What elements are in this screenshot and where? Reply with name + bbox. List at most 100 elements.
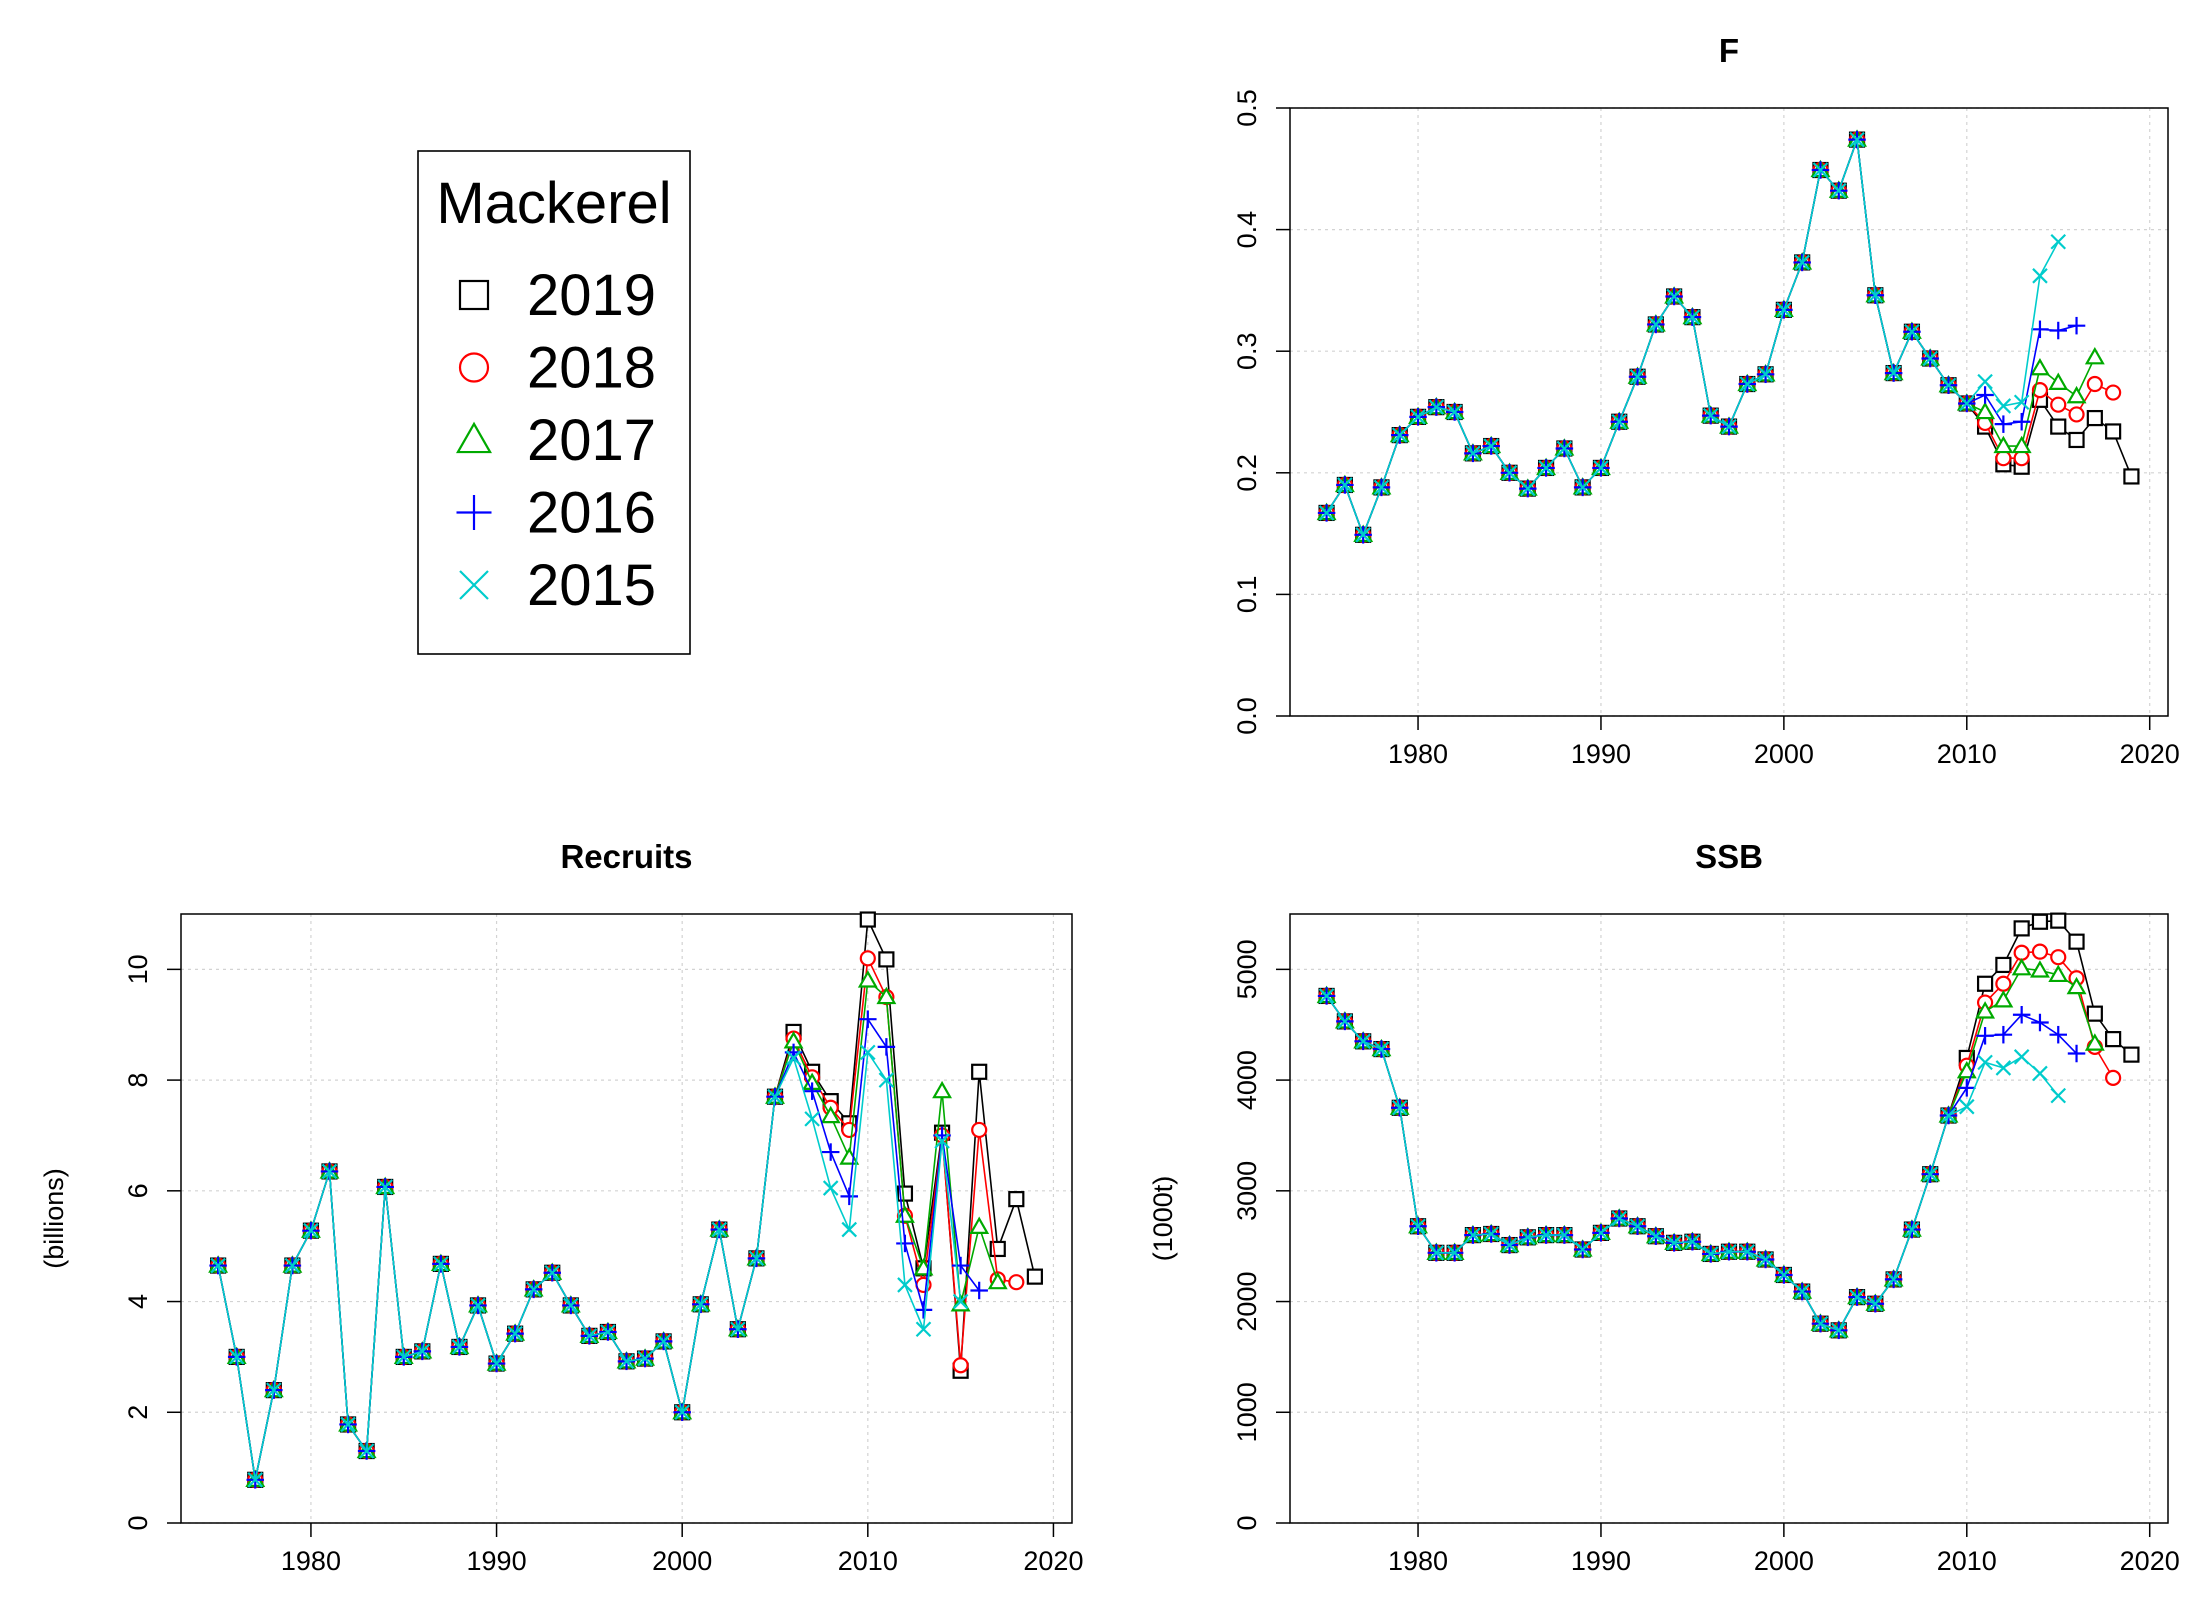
x-tick-label: 2020 <box>1023 1546 1083 1576</box>
data-point <box>433 1256 449 1272</box>
data-point <box>525 1281 542 1298</box>
data-point <box>2050 418 2067 435</box>
y-tick-label: 0.0 <box>1232 697 1262 735</box>
legend-symbol-2019 <box>458 279 490 311</box>
x-tick-label: 1980 <box>281 1546 341 1576</box>
series-2015 <box>1318 131 2067 543</box>
y-tick-label: 3000 <box>1232 1161 1262 1221</box>
data-point <box>1830 182 1847 199</box>
data-point <box>1520 480 1536 497</box>
data-point <box>1520 1229 1536 1246</box>
data-point <box>2030 357 2050 376</box>
data-point <box>1995 398 2012 414</box>
data-point <box>1994 415 2013 433</box>
series-2015 <box>210 1044 969 1488</box>
data-point <box>1849 131 1865 148</box>
data-point <box>637 1350 653 1367</box>
legend-label-2015: 2015 <box>527 553 656 618</box>
data-point <box>1956 1060 1977 1079</box>
x-axis: 1980 1990 2000 2010 2020 <box>1388 716 2180 769</box>
y-axis: 0.0 0.1 0.2 0.3 0.4 0.5 <box>1232 89 1290 735</box>
data-point <box>1702 1246 1719 1262</box>
data-point <box>767 1088 783 1105</box>
data-point <box>2048 964 2069 983</box>
y-tick-label: 1000 <box>1232 1382 1262 1442</box>
data-point <box>2031 320 2049 339</box>
data-point <box>878 1072 895 1088</box>
data-point <box>1995 975 2012 992</box>
data-point <box>820 1105 841 1124</box>
data-point <box>228 1349 245 1365</box>
series-group <box>1316 129 2140 544</box>
x-tick-label: 1990 <box>467 1546 527 1576</box>
data-point <box>395 1349 412 1365</box>
data-point <box>581 1328 598 1344</box>
y-axis: 0 2 4 6 8 10 <box>123 954 181 1531</box>
data-point <box>1995 956 2012 974</box>
series-line-2017 <box>217 978 999 1480</box>
data-point <box>841 1121 858 1139</box>
data-point <box>2050 396 2067 413</box>
data-point <box>969 1216 990 1234</box>
data-point <box>987 1271 1008 1290</box>
data-point <box>804 1111 820 1127</box>
data-point <box>1976 1027 1994 1045</box>
series-2016 <box>1317 130 2086 544</box>
data-point <box>2030 960 2050 978</box>
data-point <box>1666 288 1682 305</box>
series-group <box>208 911 1043 1489</box>
data-point <box>1648 316 1664 333</box>
y-tick-label: 0.2 <box>1232 454 1262 492</box>
data-point <box>266 1382 282 1398</box>
data-point <box>822 1180 839 1196</box>
y-tick-label: 0.4 <box>1232 211 1262 249</box>
data-point <box>896 1234 914 1253</box>
data-point <box>563 1297 579 1314</box>
y-tick-label: 5000 <box>1232 939 1262 999</box>
data-point <box>1501 465 1518 481</box>
series-2017 <box>1316 129 2105 542</box>
x-tick-label: 2010 <box>1937 739 1997 769</box>
data-point <box>1574 479 1591 496</box>
data-point <box>1629 368 1646 385</box>
y-tick-label: 0 <box>123 1515 153 1530</box>
data-point <box>859 950 876 967</box>
data-point <box>1959 1098 1975 1115</box>
data-point <box>1995 1060 2012 1076</box>
data-point <box>877 1038 896 1056</box>
data-point <box>1757 366 1774 383</box>
data-point <box>803 1082 821 1100</box>
data-point <box>1593 460 1609 476</box>
data-point <box>1538 460 1554 476</box>
series-line-2018 <box>1325 950 2114 1332</box>
data-point <box>1975 1001 1996 1019</box>
data-point <box>2011 435 2032 454</box>
data-point <box>2067 316 2086 335</box>
data-point <box>1959 395 1975 412</box>
panel-ssb: 1980 1990 2000 2010 2020 0 1000 2000 3000 4000 500… <box>1148 838 2180 1576</box>
series-2015 <box>1318 988 2067 1339</box>
x-tick-label: 2020 <box>2120 1546 2180 1576</box>
data-point <box>2105 384 2122 401</box>
data-point <box>1629 1218 1646 1235</box>
data-point <box>303 1222 319 1239</box>
data-point <box>1739 1243 1756 1260</box>
data-point <box>1611 1210 1628 1227</box>
data-point <box>1410 409 1426 425</box>
data-point <box>1611 413 1628 430</box>
data-point <box>1993 990 2014 1008</box>
data-point <box>1465 1227 1481 1243</box>
data-point <box>1830 1322 1847 1339</box>
y-tick-label: 0 <box>1232 1515 1262 1530</box>
data-point <box>1337 477 1353 493</box>
data-point <box>507 1325 523 1342</box>
data-point <box>1812 1315 1829 1332</box>
data-point <box>600 1324 616 1340</box>
series-line-2019 <box>1325 139 2133 538</box>
data-point <box>692 1296 709 1313</box>
series-2019 <box>210 911 1043 1488</box>
data-point <box>711 1221 728 1238</box>
data-point <box>1355 527 1371 543</box>
data-point <box>1373 1041 1390 1057</box>
panel-title: SSB <box>1695 838 1763 875</box>
